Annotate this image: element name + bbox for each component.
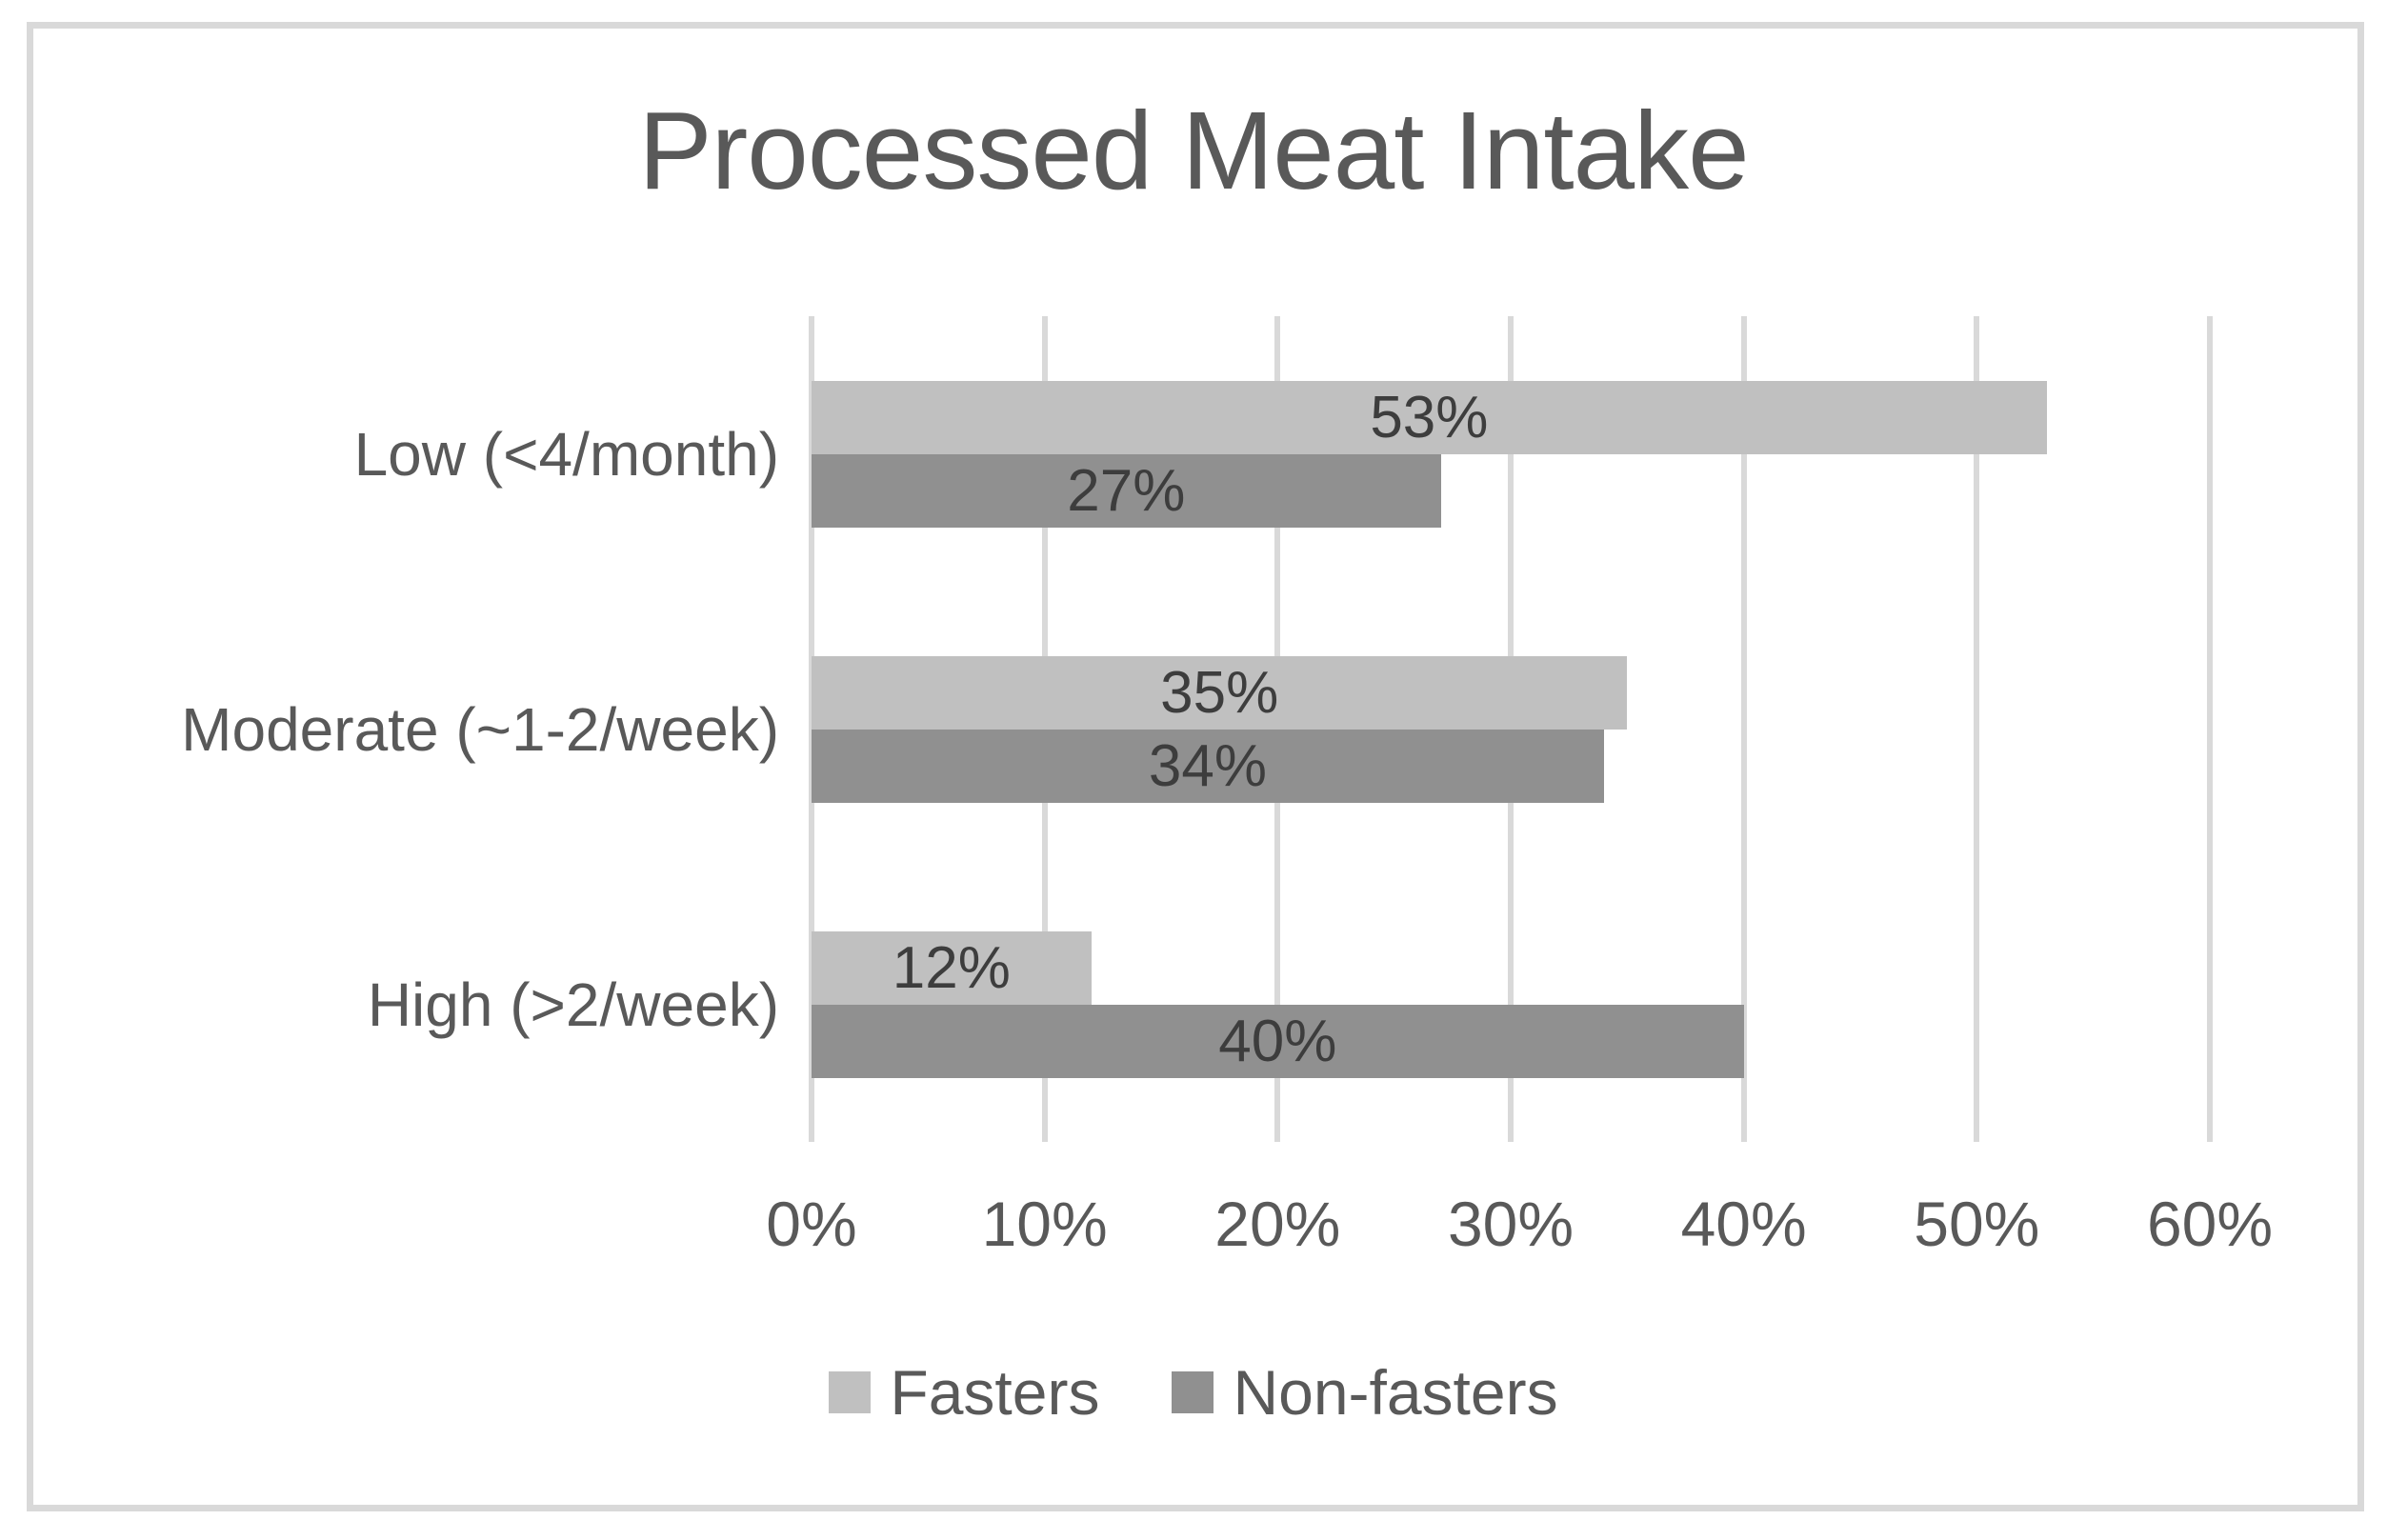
chart-title: Processed Meat Intake xyxy=(638,89,1749,212)
legend-label-fasters: Fasters xyxy=(890,1357,1100,1428)
legend-label-non-fasters: Non-fasters xyxy=(1233,1357,1558,1428)
bar-non-fasters-high-2-week: 40% xyxy=(812,1004,1744,1078)
category-label-high-2-week: High (>2/week) xyxy=(367,970,779,1039)
bar-group-high-2-week: 12% 40% xyxy=(812,867,2210,1142)
x-tick-label-60pct: 60% xyxy=(2146,1189,2274,1259)
legend-item-non-fasters: Non-fasters xyxy=(1172,1356,1558,1429)
gridline-50pct xyxy=(1974,316,1980,1142)
bar-group-moderate-1-2-week: 35% 34% xyxy=(812,591,2210,867)
bar-non-fasters-low-4-month: 27% xyxy=(812,453,1441,528)
plot-area: 53% 27% 35% 34% 12% 40% xyxy=(809,316,2213,1142)
bar-non-fasters-moderate-1-2-week: 34% xyxy=(812,729,1604,803)
legend-item-fasters: Fasters xyxy=(829,1356,1099,1429)
legend-swatch-non-fasters xyxy=(1172,1371,1214,1413)
x-tick-label-30pct: 30% xyxy=(1447,1189,1575,1259)
category-label-moderate-1-2-week: Moderate (~1-2/week) xyxy=(181,694,779,764)
data-label-non-fasters-moderate-1-2-week: 34% xyxy=(1148,732,1267,799)
bar-fasters-low-4-month: 53% xyxy=(812,380,2047,454)
bar-fasters-high-2-week: 12% xyxy=(812,930,1092,1005)
x-tick-label-50pct: 50% xyxy=(1914,1189,2040,1259)
gridline-60pct xyxy=(2207,316,2213,1142)
x-tick-label-20pct: 20% xyxy=(1214,1189,1341,1259)
bars-layer: 53% 27% 35% 34% 12% 40% xyxy=(812,316,2210,1142)
gridline-40pct xyxy=(1740,316,1747,1142)
data-label-non-fasters-high-2-week: 40% xyxy=(1218,1008,1337,1074)
data-label-non-fasters-low-4-month: 27% xyxy=(1067,457,1186,524)
data-label-fasters-moderate-1-2-week: 35% xyxy=(1160,659,1279,726)
x-tick-label-0pct: 0% xyxy=(766,1189,857,1259)
legend-swatch-fasters xyxy=(829,1371,872,1413)
data-label-fasters-high-2-week: 12% xyxy=(892,934,1011,1001)
data-label-fasters-low-4-month: 53% xyxy=(1370,384,1489,450)
category-label-low-4-month: Low (<4/month) xyxy=(353,419,779,489)
bar-fasters-moderate-1-2-week: 35% xyxy=(812,655,1628,730)
x-tick-label-10pct: 10% xyxy=(981,1189,1108,1259)
bar-group-low-4-month: 53% 27% xyxy=(812,316,2210,591)
legend: Fasters Non-fasters xyxy=(0,1356,2387,1429)
x-tick-label-40pct: 40% xyxy=(1680,1189,1807,1259)
